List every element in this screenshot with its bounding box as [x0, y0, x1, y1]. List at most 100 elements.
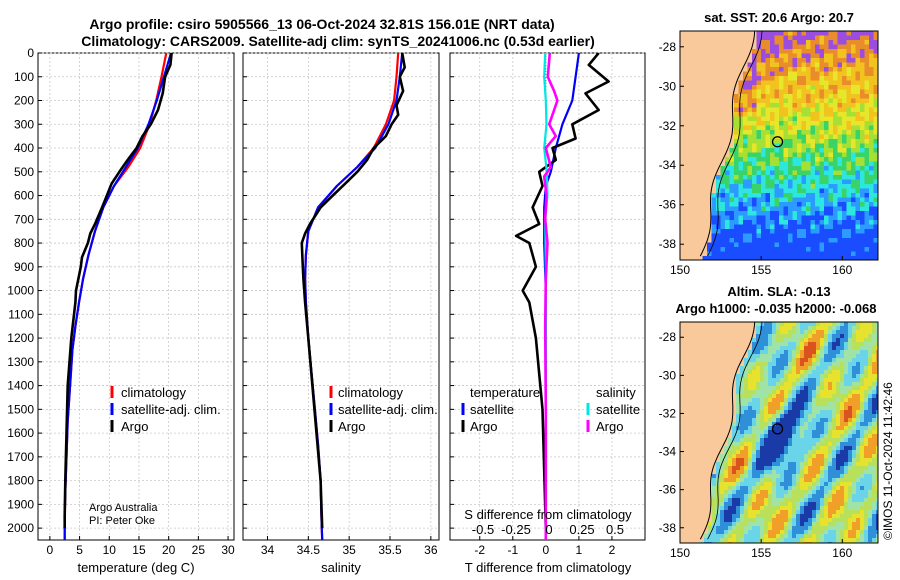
data-cell	[743, 193, 749, 199]
data-cell	[851, 224, 857, 230]
data-cell	[788, 256, 794, 260]
data-cell	[855, 247, 861, 253]
data-cell	[806, 94, 812, 100]
land-cell	[732, 374, 737, 379]
data-cell	[732, 474, 737, 479]
data-cell	[872, 434, 877, 439]
data-cell	[860, 188, 866, 194]
y-tick-label: 0	[27, 46, 34, 60]
land-cell	[708, 402, 713, 407]
data-cell	[808, 350, 813, 355]
data-cell	[869, 44, 875, 50]
land-cell	[680, 31, 686, 37]
land-cell	[728, 386, 733, 391]
data-cell	[784, 394, 789, 399]
data-cell	[856, 414, 861, 419]
data-cell	[824, 31, 830, 37]
data-cell	[806, 215, 812, 221]
land-cell	[680, 233, 686, 239]
data-cell	[748, 466, 753, 471]
data-cell	[806, 179, 812, 185]
data-cell	[764, 402, 769, 407]
data-cell	[765, 44, 771, 50]
data-cell	[844, 466, 849, 471]
data-cell	[800, 334, 805, 339]
land-cell	[696, 466, 701, 471]
data-cell	[860, 458, 865, 463]
land-cell	[689, 188, 695, 194]
data-cell	[878, 139, 883, 144]
data-cell	[796, 442, 801, 447]
land-cell	[696, 430, 701, 435]
data-cell	[873, 53, 878, 59]
data-cell	[860, 80, 866, 86]
data-cell	[770, 148, 776, 154]
data-cell	[837, 134, 843, 140]
land-cell	[688, 382, 693, 387]
land-cell	[688, 430, 693, 435]
data-cell	[864, 386, 869, 391]
data-cell	[815, 58, 821, 64]
land-cell	[736, 346, 741, 351]
data-cell	[856, 446, 861, 451]
land-cell	[692, 342, 697, 347]
data-cell	[764, 398, 769, 403]
data-cell	[784, 478, 789, 483]
land-cell	[716, 89, 722, 95]
data-cell	[864, 175, 870, 181]
data-cell	[876, 478, 878, 483]
data-cell	[752, 58, 758, 64]
data-cell	[864, 98, 870, 104]
land-cell	[688, 362, 693, 367]
data-cell	[812, 326, 817, 331]
data-cell	[774, 247, 780, 253]
data-cell	[788, 362, 793, 367]
land-cell	[696, 462, 701, 467]
land-cell	[688, 386, 693, 391]
data-cell	[824, 326, 829, 331]
data-cell	[837, 148, 843, 154]
data-cell	[765, 166, 771, 172]
data-cell	[833, 242, 839, 248]
data-cell	[784, 386, 789, 391]
data-cell	[720, 470, 725, 475]
land-cell	[728, 370, 733, 375]
land-cell	[700, 466, 705, 471]
data-cell	[783, 85, 789, 91]
land-cell	[743, 62, 749, 68]
data-cell	[837, 211, 843, 217]
data-cell	[810, 215, 816, 221]
data-cell	[819, 112, 825, 118]
land-cell	[689, 148, 695, 154]
data-cell	[728, 454, 733, 459]
data-cell	[855, 251, 861, 257]
data-cell	[819, 175, 825, 181]
land-cell	[707, 215, 713, 221]
data-cell	[824, 438, 829, 443]
land-cell	[711, 125, 717, 131]
data-cell	[779, 143, 785, 149]
data-cell	[851, 152, 857, 158]
data-cell	[792, 486, 797, 491]
data-cell	[812, 370, 817, 375]
data-cell	[819, 49, 825, 55]
data-cell	[846, 242, 852, 248]
land-cell	[689, 238, 695, 244]
land-cell	[680, 166, 686, 172]
data-cell	[729, 224, 735, 230]
data-cell	[810, 161, 816, 167]
land-cell	[725, 89, 731, 95]
data-cell	[816, 478, 821, 483]
land-cell	[707, 67, 713, 73]
data-cell	[836, 426, 841, 431]
land-cell	[707, 206, 713, 212]
data-cell	[868, 398, 873, 403]
data-cell	[828, 112, 834, 118]
data-cell	[855, 206, 861, 212]
land-cell	[693, 107, 699, 113]
land-cell	[720, 394, 725, 399]
land-cell	[689, 170, 695, 176]
data-cell	[768, 466, 773, 471]
data-cell	[860, 486, 865, 491]
data-cell	[832, 394, 837, 399]
